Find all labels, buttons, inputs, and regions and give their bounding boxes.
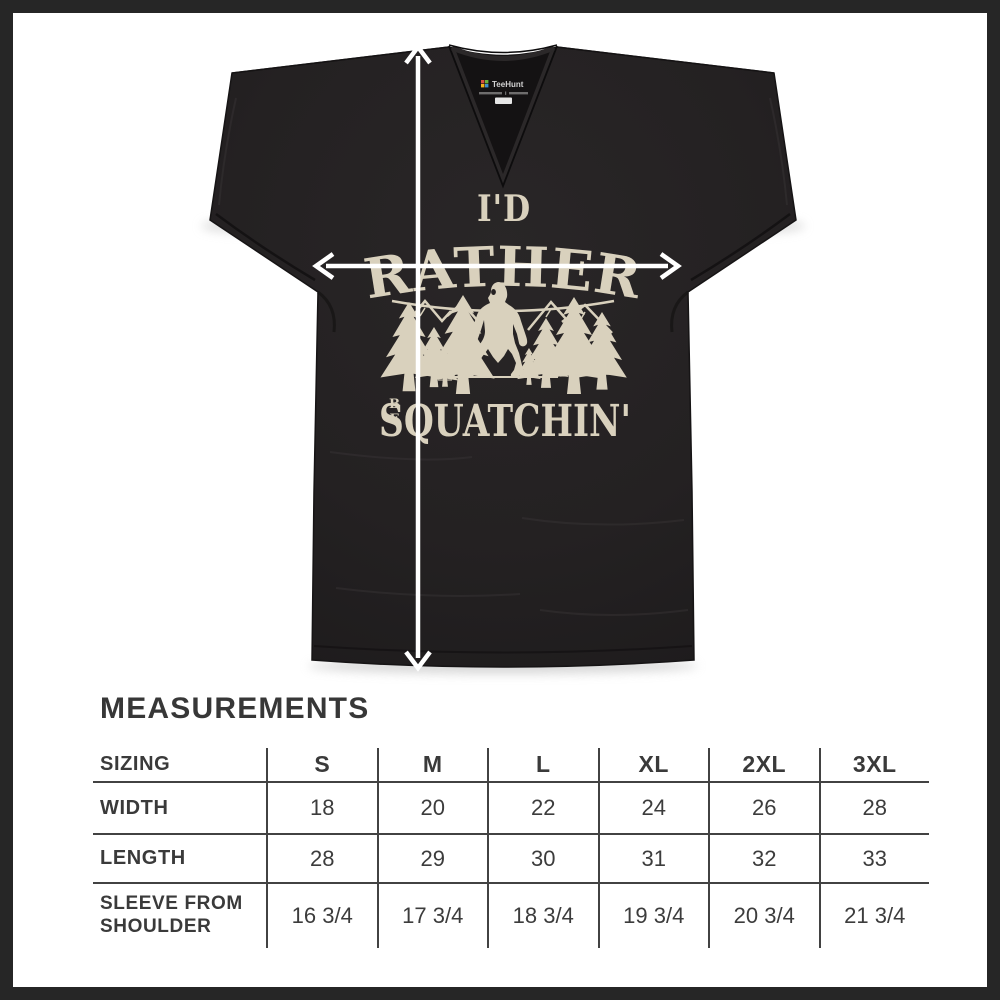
table-cell: 28 [818, 783, 930, 833]
table-row-length: LENGTH 28 29 30 31 32 33 [93, 835, 929, 884]
table-cell: 22 [487, 783, 598, 833]
table-cell: 21 3/4 [818, 884, 930, 948]
graphic-line3: SQUATCHIN' [379, 396, 631, 447]
row-label-width: WIDTH [100, 796, 169, 819]
left-sleeve-hem [215, 212, 316, 282]
shirt-photo: TeeHunt I'D RATHER [201, 43, 805, 674]
table-cell: 33 [818, 835, 930, 882]
fabric-wrinkles [218, 97, 788, 616]
table-cell: 20 [376, 783, 488, 833]
table-cell: 24 [597, 783, 709, 833]
right-sleeve-hem [690, 212, 791, 282]
size-col-2xl: 2XL [708, 748, 819, 781]
bottom-hem [313, 645, 693, 654]
table-cell: 28 [266, 835, 377, 882]
table-corner-label: SIZING [100, 753, 171, 775]
size-col-l: L [487, 748, 598, 781]
bigfoot-icon [457, 282, 528, 378]
table-cell: 32 [708, 835, 819, 882]
table-header-row: SIZING S M L XL 2XL 3XL [93, 748, 929, 783]
graphic-line1: I'D [477, 188, 531, 230]
row-label-length: LENGTH [100, 847, 186, 869]
label-fine-print [479, 91, 528, 95]
size-col-3xl: 3XL [818, 748, 930, 781]
size-col-s: S [266, 748, 377, 781]
ground-line [438, 373, 613, 381]
size-col-m: M [376, 748, 488, 781]
table-cell: 19 3/4 [597, 884, 709, 948]
size-col-xl: XL [597, 748, 709, 781]
neck-label: TeeHunt [479, 80, 528, 104]
table-cell: 17 3/4 [376, 884, 488, 948]
table-cell: 31 [597, 835, 709, 882]
size-table: SIZING S M L XL 2XL 3XL WIDTH 18 20 22 2… [93, 748, 929, 948]
v-neck-collar [448, 44, 558, 189]
table-cell: 30 [487, 835, 598, 882]
table-cell: 26 [708, 783, 819, 833]
table-cell: 18 [266, 783, 377, 833]
table-cell: 20 3/4 [708, 884, 819, 948]
measurements-title: MEASUREMENTS [100, 692, 370, 725]
brand-name: TeeHunt [492, 80, 524, 89]
row-label-sleeve: SLEEVE FROM SHOULDER [100, 893, 243, 937]
graphic-be-word: BE [387, 397, 402, 427]
table-row-sleeve: SLEEVE FROM SHOULDER 16 3/4 17 3/4 18 3/… [93, 884, 929, 948]
length-arrow [404, 43, 432, 672]
width-arrow [312, 252, 682, 280]
brand-logo-icon [481, 80, 489, 88]
table-cell: 18 3/4 [487, 884, 598, 948]
table-cell: 29 [376, 835, 488, 882]
label-badge [495, 97, 512, 104]
table-row-width: WIDTH 18 20 22 24 26 28 [93, 783, 929, 835]
table-cell: 16 3/4 [266, 884, 377, 948]
